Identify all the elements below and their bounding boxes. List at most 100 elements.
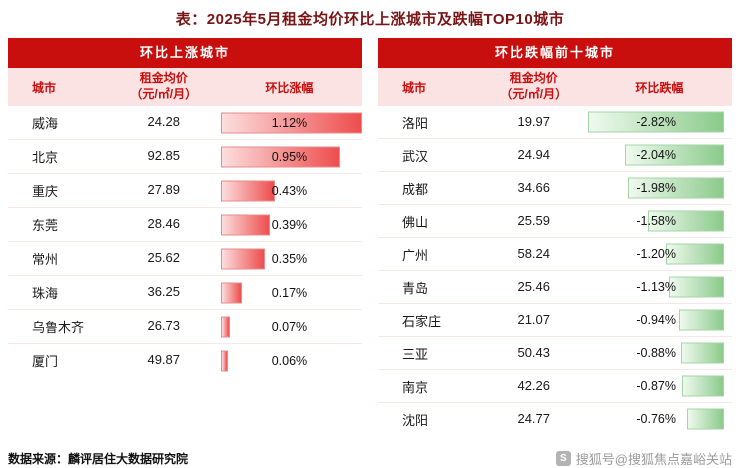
city-cell: 成都 [402,181,429,197]
change-cell: 0.35% [217,242,362,275]
table-row: 北京 92.85 0.95% [8,140,362,174]
table-row: 青岛 25.46 -1.13% [378,271,732,304]
change-cell: 0.17% [217,276,362,309]
fall-bar [628,177,724,199]
rise-table-header: 环比上涨城市 [8,38,362,68]
city-cell: 石家庄 [402,313,442,329]
column-header-city: 城市 [402,80,427,95]
change-value: -2.82% [636,115,676,129]
change-cell: -1.20% [587,238,732,270]
change-cell: -1.58% [587,205,732,237]
price-cell: 42.26 [517,377,551,393]
column-header-price-line1: 租金均价 [139,71,188,86]
change-value: -1.20% [636,247,676,261]
change-value: -0.94% [636,313,676,327]
table-row: 石家庄 21.07 -0.94% [378,304,732,337]
rise-bar [220,282,243,303]
city-cell: 青岛 [402,280,429,296]
price-cell: 27.89 [147,182,181,198]
change-value: -0.87% [636,379,676,393]
change-cell: -1.13% [587,271,732,303]
change-value: -1.58% [636,214,676,228]
table-row: 厦门 49.87 0.06% [8,344,362,377]
change-value: -0.88% [636,346,676,360]
fall-table-body: 洛阳 19.97 -2.82% 武汉 24.94 -2.04% 成都 34.66 -1.98% 佛… [378,106,732,435]
rent-report-page: 表：2025年5月租金均价环比上涨城市及跌幅TOP10城市 环比上涨城市 城市 … [0,11,740,467]
city-cell: 重庆 [32,184,59,199]
change-cell: 0.95% [217,140,362,173]
change-value: 0.35% [271,251,308,266]
rise-bar [220,350,229,371]
rise-bar [220,180,275,201]
fall-table-header: 环比跌幅前十城市 [378,38,732,68]
city-cell: 常州 [32,252,59,267]
fall-bar [665,243,724,265]
change-value: 0.43% [271,183,308,198]
table-row: 乌鲁木齐 26.73 0.07% [8,310,362,344]
table-row: 珠海 36.25 0.17% [8,276,362,310]
sohu-logo-icon: S [555,451,571,466]
rise-bar [220,316,230,337]
fall-bar [587,111,724,133]
change-value: 0.95% [271,149,308,164]
table-row: 沈阳 24.77 -0.76% [378,403,732,435]
table-row: 威海 24.28 1.12% [8,106,362,140]
price-cell: 24.94 [517,146,551,162]
change-value: -0.76% [636,412,676,426]
price-cell: 25.59 [517,212,551,228]
page-footer: 数据来源：麟评居住大数据研究院 S 搜狐号@搜狐焦点嘉峪关站 [0,449,740,468]
rise-bar [220,146,341,167]
change-value: -1.98% [636,181,676,195]
column-header-price-line2: （元/㎡/月） [500,87,568,101]
fall-bar [687,408,724,430]
rise-table-body: 威海 24.28 1.12% 北京 92.85 0.95% 重庆 27.89 0.43% 东莞 28… [8,106,362,377]
column-header-change: 环比跌幅 [587,68,732,106]
city-cell: 威海 [32,116,59,131]
city-cell: 广州 [402,247,429,263]
city-cell: 北京 [32,150,59,165]
table-row: 佛山 25.59 -1.58% [378,205,732,238]
column-header-change: 环比涨幅 [217,68,362,106]
column-header-price-line2: （元/㎡/月） [130,87,198,101]
column-header-price: 租金均价 （元/㎡/月） [111,71,217,102]
city-cell: 沈阳 [402,412,429,428]
price-cell: 25.46 [517,278,551,294]
price-cell: 58.24 [517,245,551,261]
price-cell: 92.85 [147,148,181,164]
city-cell: 乌鲁木齐 [32,320,85,335]
table-row: 重庆 27.89 0.43% [8,174,362,208]
fall-bar [681,342,724,364]
city-cell: 武汉 [402,148,429,164]
data-source-note: 数据来源：麟评居住大数据研究院 [8,452,189,466]
change-value: 0.07% [271,319,308,334]
table-row: 成都 34.66 -1.98% [378,172,732,205]
change-cell: -2.82% [587,106,732,138]
column-header-city: 城市 [32,80,57,95]
city-cell: 东莞 [32,218,59,233]
rise-bar [220,214,270,235]
price-cell: 28.46 [147,216,181,232]
change-cell: 0.07% [217,310,362,343]
fall-bar [678,309,724,331]
change-value: -1.13% [636,280,676,294]
rise-bar [220,112,362,133]
change-cell: -1.98% [587,172,732,204]
fall-bar [647,210,724,232]
table-row: 南京 42.26 -0.87% [378,370,732,403]
city-cell: 洛阳 [402,115,429,131]
column-header-price-line1: 租金均价 [509,71,558,86]
fall-bar [669,276,724,298]
change-value: 1.12% [271,115,308,130]
column-header-change-label: 环比跌幅 [635,80,684,95]
change-value: 0.17% [271,285,308,300]
change-cell: -0.94% [587,304,732,336]
column-header-change-label: 环比涨幅 [265,80,314,95]
rise-bar [220,248,265,269]
city-cell: 珠海 [32,286,59,301]
change-cell: -0.87% [587,370,732,402]
price-cell: 24.77 [517,410,551,426]
column-header-price: 租金均价 （元/㎡/月） [481,71,587,102]
change-cell: 1.12% [217,106,362,139]
tables-container: 环比上涨城市 城市 租金均价 （元/㎡/月） 环比涨幅 威海 24.28 1.12%… [0,38,740,435]
price-cell: 34.66 [517,179,551,195]
